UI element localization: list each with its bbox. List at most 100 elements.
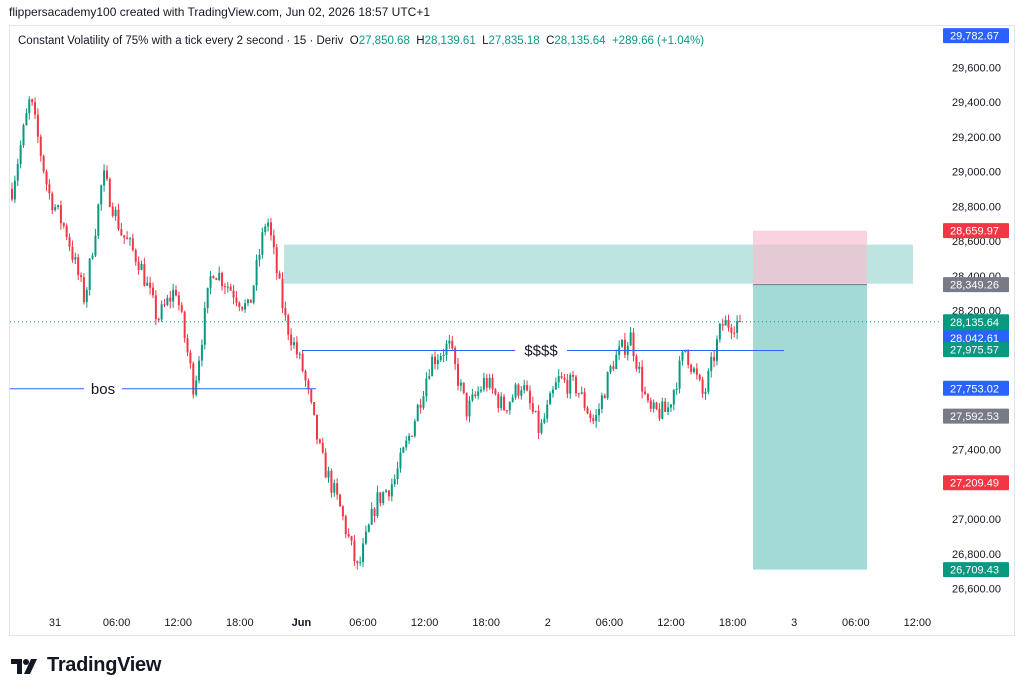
price-label: 27,209.49 <box>950 478 999 490</box>
candle-body <box>707 371 710 392</box>
candle-body <box>120 229 123 236</box>
candle-body <box>353 540 356 562</box>
candle-body <box>88 258 91 290</box>
y-tick-label: 28,800.00 <box>952 201 1001 213</box>
candle-body <box>583 392 586 408</box>
candle-body <box>344 516 347 534</box>
tradingview-logo-icon <box>11 658 37 674</box>
candle-body <box>13 180 16 200</box>
candle-body <box>258 254 261 260</box>
candle-body <box>457 363 460 386</box>
price-label: 28,349.26 <box>950 280 999 292</box>
candle-body <box>733 332 736 334</box>
candle-body <box>436 359 439 365</box>
candle-body <box>736 321 739 333</box>
candle-body <box>62 223 65 226</box>
y-tick-label: 27,000.00 <box>952 514 1001 526</box>
candle-body <box>534 410 537 412</box>
open-label: O <box>349 35 359 47</box>
candle-body <box>646 394 649 401</box>
candle-body <box>68 237 71 247</box>
candle-body <box>146 282 149 286</box>
candle-body <box>491 377 494 390</box>
candle-body <box>11 188 13 200</box>
candle-body <box>520 390 523 396</box>
candle-body <box>367 524 370 532</box>
candle-body <box>379 492 382 504</box>
x-tick-label: 18:00 <box>226 617 254 629</box>
candle-body <box>485 378 488 388</box>
candle-body <box>721 324 724 326</box>
candle-body <box>687 349 690 365</box>
candle-body <box>327 470 330 478</box>
candle-body <box>281 278 284 309</box>
candle-body <box>131 238 134 250</box>
candle-body <box>48 184 51 194</box>
candle-body <box>638 366 641 369</box>
change-value: +289.66 (+1.04%) <box>611 35 705 47</box>
candle-body <box>339 494 342 507</box>
price-label: 28,659.97 <box>950 226 999 238</box>
drawing-zones <box>284 230 913 570</box>
candle-body <box>51 193 54 211</box>
candle-body <box>160 304 163 320</box>
tradingview-logo[interactable]: TradingView <box>11 654 161 677</box>
candle-body <box>390 484 393 497</box>
symbol-title: Constant Volatility of 75% with a tick e… <box>18 35 344 47</box>
candle-body <box>465 392 468 417</box>
candle-body <box>623 339 626 355</box>
price-label-box <box>943 277 1009 293</box>
candle-body <box>333 483 336 493</box>
x-tick-label: 12:00 <box>411 617 439 629</box>
candle-body <box>445 343 448 355</box>
candle-body <box>468 400 471 417</box>
candle-body <box>557 376 560 383</box>
price-label-box <box>943 408 1009 424</box>
candle-body <box>408 435 411 441</box>
candle-body <box>629 332 632 346</box>
y-tick-label: 29,600.00 <box>952 62 1001 74</box>
candle-body <box>264 226 267 233</box>
candle-body <box>652 402 655 409</box>
candle-body <box>422 396 425 408</box>
chart-frame <box>9 25 1015 636</box>
candle-body <box>310 389 313 402</box>
candle-body <box>695 368 698 375</box>
candle-body <box>589 413 592 419</box>
candle-body <box>74 257 77 260</box>
candle-body <box>370 508 373 525</box>
candle-body <box>376 492 379 517</box>
candle-body <box>241 306 244 310</box>
candle-body <box>399 452 402 469</box>
candle-body <box>36 114 39 137</box>
candle-body <box>203 308 206 345</box>
liquidity-label: $$$$ <box>524 343 558 360</box>
candle-body <box>304 371 307 381</box>
candle-body <box>235 297 238 303</box>
stop-loss-zone <box>753 230 867 285</box>
candle-body <box>713 357 716 361</box>
candle-body <box>462 382 465 393</box>
candle-body <box>718 324 721 340</box>
candle-body <box>540 422 543 433</box>
candle-body <box>212 276 215 279</box>
open-value: 27,850.68 <box>358 35 410 47</box>
take-profit-zone <box>753 284 867 570</box>
y-tick-label: 27,400.00 <box>952 445 1001 457</box>
candle-body <box>528 390 531 404</box>
candle-body <box>246 299 249 304</box>
candle-body <box>413 421 416 437</box>
candle-body <box>382 492 385 504</box>
candle-body <box>459 382 462 386</box>
price-label: 28,135.64 <box>950 317 999 329</box>
candle-body <box>292 342 295 346</box>
x-tick-label: 12:00 <box>657 617 685 629</box>
candle-body <box>209 276 212 288</box>
candle-body <box>223 286 226 288</box>
candle-body <box>431 356 434 377</box>
candle-body <box>22 125 25 146</box>
candle-body <box>482 378 485 390</box>
candle-body <box>508 401 511 411</box>
candle-body <box>218 272 221 281</box>
